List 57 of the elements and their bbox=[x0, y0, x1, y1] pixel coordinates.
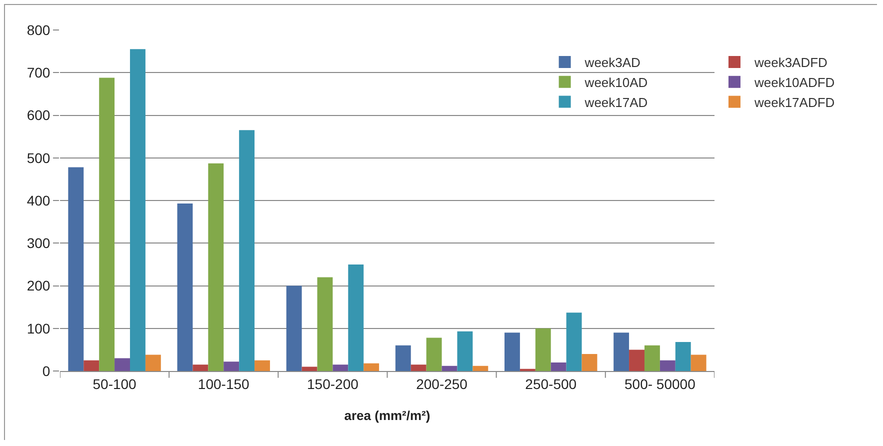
x-tick-label: 250-500 bbox=[525, 376, 577, 392]
y-tick-label: 400 bbox=[26, 192, 50, 208]
bar bbox=[145, 354, 161, 371]
bar bbox=[535, 328, 551, 371]
legend-label: week17AD bbox=[584, 94, 648, 110]
bar bbox=[582, 354, 598, 371]
legend-label: week17ADFD bbox=[753, 94, 835, 110]
bar bbox=[192, 364, 208, 371]
bar bbox=[442, 366, 458, 371]
bar bbox=[239, 130, 255, 371]
bar bbox=[84, 360, 100, 371]
bar bbox=[410, 364, 426, 371]
bar bbox=[208, 163, 224, 371]
bar bbox=[504, 332, 520, 371]
bar bbox=[302, 366, 318, 371]
bar bbox=[130, 49, 146, 371]
bar bbox=[68, 167, 84, 371]
legend-label: week10ADFD bbox=[753, 74, 835, 90]
y-tick-label: 600 bbox=[26, 107, 50, 124]
x-tick-label: 100-150 bbox=[198, 376, 250, 392]
bar bbox=[395, 345, 411, 371]
bar bbox=[550, 362, 566, 371]
y-tick-label: 500 bbox=[26, 150, 50, 166]
bar bbox=[348, 264, 364, 371]
bar bbox=[457, 331, 473, 371]
bar bbox=[224, 362, 240, 371]
bar bbox=[426, 338, 442, 371]
bar bbox=[660, 360, 676, 371]
legend-label: week3ADFD bbox=[753, 55, 828, 70]
bar bbox=[177, 203, 193, 371]
y-tick-label: 300 bbox=[26, 235, 50, 252]
x-axis-title: area (mm²/m²) bbox=[344, 408, 430, 423]
bar bbox=[364, 363, 380, 371]
legend-label: week10AD bbox=[584, 74, 648, 90]
bar bbox=[99, 78, 115, 371]
bar bbox=[644, 345, 660, 371]
bar bbox=[472, 366, 488, 371]
bar bbox=[332, 364, 348, 371]
y-tick-label: 200 bbox=[26, 278, 50, 294]
bar bbox=[114, 358, 130, 371]
y-tick-label: 700 bbox=[26, 64, 50, 81]
y-tick-label: 100 bbox=[26, 320, 50, 336]
legend-label: week3AD bbox=[584, 55, 640, 70]
bar bbox=[286, 286, 302, 371]
bar bbox=[614, 332, 630, 371]
x-tick-label: 150-200 bbox=[307, 376, 359, 392]
y-tick-label: 800 bbox=[26, 22, 50, 38]
y-tick-label: 0 bbox=[42, 362, 50, 379]
bar bbox=[566, 312, 582, 371]
bar bbox=[254, 360, 270, 371]
x-tick-label: 50-100 bbox=[92, 376, 137, 392]
bar bbox=[690, 354, 706, 371]
bar bbox=[629, 350, 644, 371]
bar bbox=[317, 277, 333, 371]
x-tick-label: 500- 50000 bbox=[624, 376, 696, 392]
bar bbox=[675, 342, 691, 371]
x-tick-label: 200-250 bbox=[416, 376, 468, 392]
